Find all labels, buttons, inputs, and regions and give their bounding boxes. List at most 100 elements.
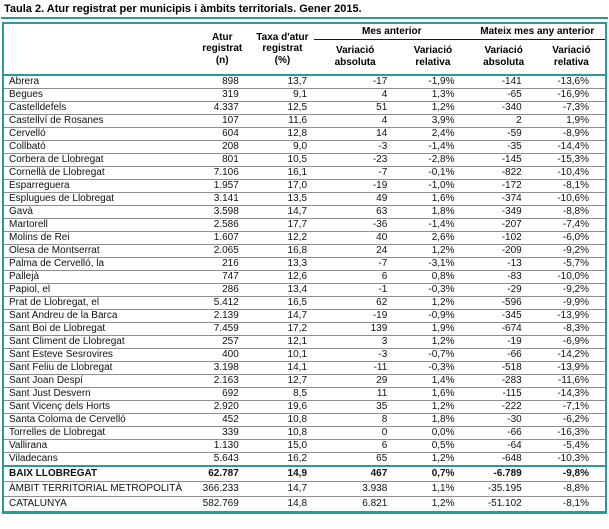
cell-municipality: Molins de Rei — [3, 231, 194, 245]
cell-value: 216 — [193, 257, 251, 271]
cell-value: 11 — [314, 387, 397, 401]
cell-value: 1,2% — [396, 244, 470, 258]
cell-value: 6.821 — [314, 496, 397, 513]
cell-value: 7.106 — [193, 166, 251, 180]
cell-value: -14,3% — [537, 387, 606, 401]
cell-value: -0,1% — [396, 166, 470, 180]
cell-value: -6,9% — [537, 335, 606, 349]
table-title: Taula 2. Atur registrat per municipis i … — [4, 3, 362, 15]
table-row: Prat de Llobregat, el 5.412 16,5 62 1,2% -596… — [3, 296, 606, 310]
cell-value: 1.607 — [193, 231, 251, 245]
total-row: ÀMBIT TERRITORIAL METROPOLITÀ 366.233 14,7… — [3, 481, 606, 497]
cell-value: -115 — [469, 387, 538, 401]
cell-value: 63 — [314, 205, 397, 219]
cell-value: -11 — [314, 361, 397, 375]
cell-municipality: Gavà — [3, 205, 194, 219]
cell-municipality: Olesa de Montserrat — [3, 244, 194, 258]
cell-municipality: Esparreguera — [3, 179, 194, 193]
cell-value: 3.938 — [314, 481, 397, 497]
table-row: Begues 319 9,1 4 1,3% -65 -16,9% — [3, 88, 606, 102]
cell-value: -2,8% — [396, 153, 470, 167]
cell-value: -145 — [469, 153, 538, 167]
cell-value: 16,1 — [250, 166, 315, 180]
table-row: Abrera 898 13,7 -17 -1,9% -141 -13,6% — [3, 75, 606, 89]
cell-value: -9,2% — [537, 283, 606, 297]
cell-value: -5,4% — [537, 439, 606, 453]
cell-municipality: Palma de Cervelló, la — [3, 257, 194, 271]
cell-value: 14 — [314, 127, 397, 141]
cell-value: 13,4 — [250, 283, 315, 297]
cell-value: 8 — [314, 413, 397, 427]
cell-value: -7,3% — [537, 101, 606, 115]
table-row: Esplugues de Llobregat 3.141 13,5 49 1,6% -37… — [3, 192, 606, 206]
cell-value: 12,8 — [250, 127, 315, 141]
cell-value: 14,7 — [250, 481, 315, 497]
cell-value: -19 — [469, 335, 538, 349]
cell-value: 2.586 — [193, 218, 251, 232]
cell-value: 1,9% — [537, 114, 606, 128]
cell-value: 3.198 — [193, 361, 251, 375]
cell-value: 898 — [193, 75, 251, 89]
cell-value: -11,6% — [537, 374, 606, 388]
cell-value: 0 — [314, 426, 397, 440]
cell-value: 6 — [314, 270, 397, 284]
cell-municipality: Sant Andreu de la Barca — [3, 309, 194, 323]
cell-value: -65 — [469, 88, 538, 102]
cell-value: -6.789 — [469, 466, 538, 482]
table-row: Molins de Rei 1.607 12,2 40 2,6% -102 -6,0% — [3, 231, 606, 245]
cell-value: -51.102 — [469, 496, 538, 513]
cell-value: 1,2% — [396, 496, 470, 513]
cell-value: -23 — [314, 153, 397, 167]
cell-value: -0,3% — [396, 361, 470, 375]
cell-municipality: Vallirana — [3, 439, 194, 453]
cell-value: 16,8 — [250, 244, 315, 258]
cell-value: 13,3 — [250, 257, 315, 271]
cell-municipality: Pallejà — [3, 270, 194, 284]
table-row: Sant Andreu de la Barca 2.139 14,7 -19 -0,9%… — [3, 309, 606, 323]
cell-value: -8,1% — [537, 179, 606, 193]
cell-value: 6 — [314, 439, 397, 453]
cell-value: -35 — [469, 140, 538, 154]
cell-value: 4.337 — [193, 101, 251, 115]
cell-value: -30 — [469, 413, 538, 427]
cell-value: -9,9% — [537, 296, 606, 310]
table-row: Papiol, el 286 13,4 -1 -0,3% -29 -9,2% — [3, 283, 606, 297]
cell-value: 3.598 — [193, 205, 251, 219]
cell-value: 692 — [193, 387, 251, 401]
cell-value: 0,5% — [396, 439, 470, 453]
cell-value: 3,9% — [396, 114, 470, 128]
cell-municipality: Begues — [3, 88, 194, 102]
cell-value: -8,8% — [537, 481, 606, 497]
cell-municipality: Prat de Llobregat, el — [3, 296, 194, 310]
table-row: Santa Coloma de Cervelló 452 10,8 8 1,8% -30-… — [3, 413, 606, 427]
cell-value: 467 — [314, 466, 397, 482]
cell-value: 1,2% — [396, 101, 470, 115]
cell-value: -5,7% — [537, 257, 606, 271]
cell-value: -1,9% — [396, 75, 470, 89]
cell-municipality: Sant Just Desvern — [3, 387, 194, 401]
cell-value: -0,7% — [396, 348, 470, 362]
cell-municipality: Sant Climent de Llobregat — [3, 335, 194, 349]
cell-municipality: Sant Esteve Sesrovires — [3, 348, 194, 362]
cell-value: -66 — [469, 426, 538, 440]
cell-value: -19 — [314, 179, 397, 193]
cell-value: -10,0% — [537, 270, 606, 284]
cell-municipality: Sant Joan Despí — [3, 374, 194, 388]
total-row: BAIX LLOBREGAT 62.787 14,9 467 0,7% -6.789 -9,… — [3, 466, 606, 482]
cell-value: -8,8% — [537, 205, 606, 219]
cell-value: 257 — [193, 335, 251, 349]
cell-value: 452 — [193, 413, 251, 427]
cell-value: 1,3% — [396, 88, 470, 102]
cell-value: 339 — [193, 426, 251, 440]
cell-value: 19,6 — [250, 400, 315, 414]
cell-value: 1,4% — [396, 374, 470, 388]
cell-value: 35 — [314, 400, 397, 414]
cell-municipality: BAIX LLOBREGAT — [3, 466, 194, 482]
cell-value: -7 — [314, 257, 397, 271]
cell-value: -3 — [314, 140, 397, 154]
cell-value: -13 — [469, 257, 538, 271]
cell-value: 2.920 — [193, 400, 251, 414]
table-body: Abrera 898 13,7 -17 -1,9% -141 -13,6% Begues 319… — [3, 75, 606, 467]
cell-municipality: Sant Boi de Llobregat — [3, 322, 194, 336]
